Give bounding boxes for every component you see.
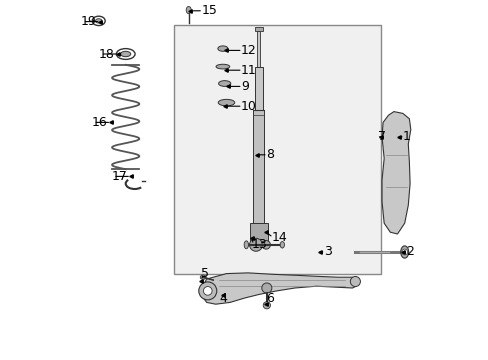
Text: 4: 4 xyxy=(219,292,227,305)
Bar xyxy=(249,223,267,241)
Circle shape xyxy=(263,302,270,309)
Circle shape xyxy=(261,283,271,293)
Text: 1: 1 xyxy=(402,130,410,143)
Bar xyxy=(257,31,260,67)
Text: 2: 2 xyxy=(406,246,413,258)
Text: 17: 17 xyxy=(111,170,127,183)
Text: 5: 5 xyxy=(201,267,209,280)
Text: 6: 6 xyxy=(265,292,273,305)
Circle shape xyxy=(203,287,212,295)
Circle shape xyxy=(249,238,262,251)
Text: 18: 18 xyxy=(99,48,114,60)
Ellipse shape xyxy=(92,16,105,26)
Ellipse shape xyxy=(216,64,229,69)
Ellipse shape xyxy=(186,6,191,14)
Ellipse shape xyxy=(95,19,102,23)
Ellipse shape xyxy=(200,275,205,279)
Ellipse shape xyxy=(218,99,234,106)
Ellipse shape xyxy=(218,46,227,51)
Circle shape xyxy=(401,249,407,255)
Text: 14: 14 xyxy=(271,231,286,244)
Ellipse shape xyxy=(244,241,248,249)
Ellipse shape xyxy=(400,246,408,258)
Text: 8: 8 xyxy=(265,148,274,161)
Ellipse shape xyxy=(218,81,230,86)
Text: 19: 19 xyxy=(81,15,96,28)
Polygon shape xyxy=(381,112,410,234)
Text: 16: 16 xyxy=(91,116,107,129)
Circle shape xyxy=(261,240,270,249)
Text: 10: 10 xyxy=(241,100,256,113)
Circle shape xyxy=(349,276,360,287)
Bar xyxy=(174,25,381,274)
Text: 7: 7 xyxy=(377,130,385,143)
Text: 9: 9 xyxy=(241,80,248,93)
Bar xyxy=(255,67,262,110)
Ellipse shape xyxy=(280,242,284,248)
Text: 13: 13 xyxy=(251,238,267,251)
Bar xyxy=(253,110,264,223)
Text: 3: 3 xyxy=(323,246,331,258)
Text: 12: 12 xyxy=(241,44,256,57)
Ellipse shape xyxy=(121,51,130,57)
Ellipse shape xyxy=(116,49,135,59)
Text: 15: 15 xyxy=(201,4,217,17)
Circle shape xyxy=(199,282,216,300)
Polygon shape xyxy=(201,273,355,304)
Text: 11: 11 xyxy=(241,64,256,77)
Bar xyxy=(255,27,262,31)
